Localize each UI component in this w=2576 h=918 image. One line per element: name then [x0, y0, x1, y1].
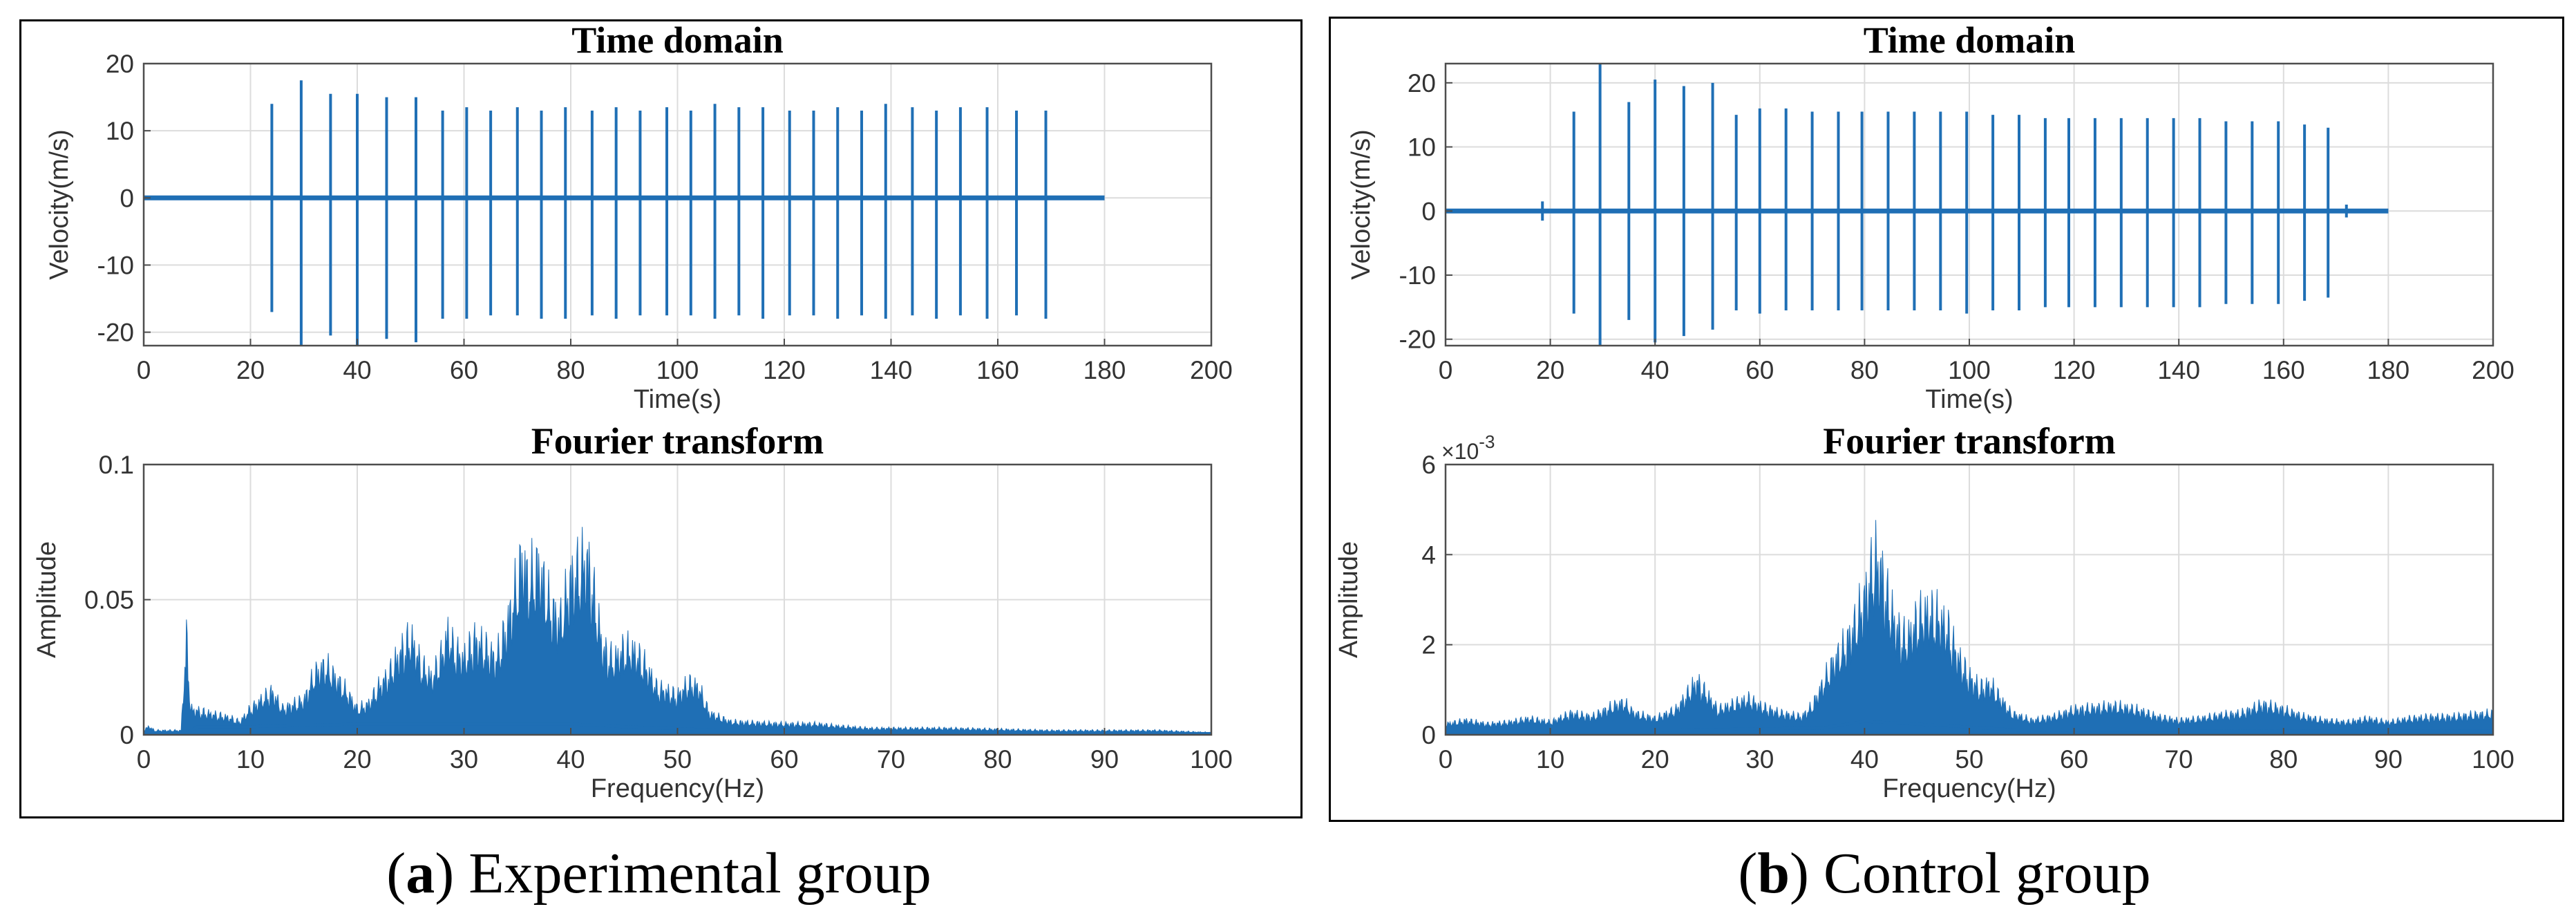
- x-tick-label: 50: [1955, 745, 1983, 774]
- caption-b-text: Control group: [1824, 841, 2151, 906]
- x-tick-label: 90: [1090, 745, 1119, 774]
- x-tick-label: 100: [1948, 356, 1991, 384]
- x-tick-label: 60: [450, 356, 478, 384]
- y-tick-label: 10: [1408, 133, 1436, 162]
- y-tick-label: 2: [1421, 631, 1436, 659]
- y-tick-label: 0.05: [84, 586, 134, 615]
- x-tick-label: 70: [877, 745, 905, 774]
- spectrum-floor: [1446, 720, 2494, 733]
- x-tick-label: 40: [556, 745, 585, 774]
- x-tick-label: 80: [556, 356, 585, 384]
- x-tick-label: 140: [870, 356, 913, 384]
- x-tick-label: 10: [1536, 745, 1564, 774]
- x-tick-label: 20: [1536, 356, 1564, 384]
- y-tick-label: 0: [1421, 721, 1436, 749]
- x-tick-label: 200: [1190, 356, 1233, 384]
- x-tick-label: 90: [2374, 745, 2403, 774]
- y-axis-label: Velocity(m/s): [1347, 129, 1376, 279]
- y-tick-label: 0.1: [99, 451, 134, 479]
- y-scale-multiplier: ×10-3: [1441, 431, 1495, 464]
- x-tick-label: 70: [2165, 745, 2193, 774]
- spectrum-area: [1445, 520, 2494, 736]
- x-tick-label: 0: [1439, 745, 1453, 774]
- x-tick-label: 30: [450, 745, 478, 774]
- x-tick-label: 180: [1083, 356, 1126, 384]
- y-tick-label: 4: [1421, 541, 1436, 569]
- x-tick-label: 40: [343, 356, 371, 384]
- x-tick-label: 20: [236, 356, 265, 384]
- caption-b-letter: b: [1757, 841, 1790, 906]
- chart-a-time: 0 20 40 60 80 100 120 140 160 180 200 -20 -10 0 10 20 Ti…: [45, 19, 1233, 414]
- x-tick-label: 100: [2472, 745, 2515, 774]
- y-tick-label: 20: [106, 50, 134, 78]
- x-tick-label: 60: [2060, 745, 2088, 774]
- chart-title: Fourier transform: [1823, 420, 2115, 462]
- chart-title: Fourier transform: [531, 420, 824, 462]
- caption-a-text: Experimental group: [468, 841, 931, 906]
- x-tick-label: 20: [343, 745, 371, 774]
- y-scale-exponent: -3: [1479, 431, 1495, 452]
- spectrum-floor: [144, 722, 1212, 735]
- x-tick-label: 140: [2157, 356, 2200, 384]
- x-tick-label: 160: [2262, 356, 2305, 384]
- chart-title: Time domain: [571, 19, 784, 61]
- y-tick-label: -20: [97, 319, 134, 347]
- y-tick-label: 0: [1421, 197, 1436, 225]
- y-tick-label: 0: [120, 184, 134, 212]
- y-tick-label: -10: [97, 251, 134, 279]
- x-tick-label: 20: [1641, 745, 1669, 774]
- caption-a: (a) Experimental group: [386, 841, 931, 906]
- x-tick-label: 80: [983, 745, 1012, 774]
- y-scale-base: ×10: [1441, 439, 1479, 464]
- x-tick-label: 60: [770, 745, 798, 774]
- x-tick-label: 30: [1745, 745, 1774, 774]
- x-tick-label: 200: [2472, 356, 2515, 384]
- y-axis-label: Amplitude: [1334, 541, 1363, 658]
- y-tick-label: 0: [120, 721, 134, 749]
- x-tick-label: 120: [763, 356, 806, 384]
- x-tick-label: 40: [1850, 745, 1879, 774]
- x-tick-label: 0: [137, 745, 151, 774]
- y-tick-label: 20: [1408, 69, 1436, 97]
- x-axis-label: Time(s): [1925, 385, 2013, 414]
- x-tick-label: 80: [2269, 745, 2298, 774]
- caption-a-letter: a: [406, 841, 435, 906]
- x-tick-label: 120: [2053, 356, 2096, 384]
- caption-b: (b) Control group: [1738, 841, 2151, 906]
- x-tick-label: 100: [656, 356, 699, 384]
- x-tick-label: 0: [137, 356, 151, 384]
- y-tick-label: 6: [1421, 451, 1436, 479]
- chart-b-time: 0 20 40 60 80 100 120 140 160 180 200 -20 -10 0 10 20 Ti…: [1347, 19, 2515, 414]
- x-tick-label: 10: [236, 745, 265, 774]
- x-axis-label: Time(s): [634, 385, 721, 414]
- y-axis-label: Velocity(m/s): [45, 129, 74, 279]
- chart-a-freq: 0 10 20 30 40 50 60 70 80 90 100 0 0.05 0.1 Fourier tr…: [32, 420, 1233, 803]
- x-tick-label: 180: [2367, 356, 2410, 384]
- x-axis-label: Frequency(Hz): [1882, 774, 2056, 803]
- x-axis-label: Frequency(Hz): [591, 774, 764, 803]
- y-tick-label: -10: [1399, 261, 1436, 290]
- x-tick-label: 100: [1190, 745, 1233, 774]
- x-tick-label: 0: [1439, 356, 1453, 384]
- x-tick-label: 50: [663, 745, 692, 774]
- chart-b-freq: 0 10 20 30 40 50 60 70 80 90 100 0 2 4 6 Fourier transf…: [1334, 420, 2515, 803]
- spectrum-area: [143, 527, 1212, 736]
- x-tick-label: 40: [1641, 356, 1669, 384]
- x-tick-label: 160: [976, 356, 1019, 384]
- x-tick-label: 60: [1745, 356, 1774, 384]
- x-tick-label: 80: [1850, 356, 1879, 384]
- chart-title: Time domain: [1864, 19, 2076, 61]
- y-tick-label: 10: [106, 117, 134, 145]
- y-axis-label: Amplitude: [32, 541, 61, 658]
- y-tick-label: -20: [1399, 326, 1436, 354]
